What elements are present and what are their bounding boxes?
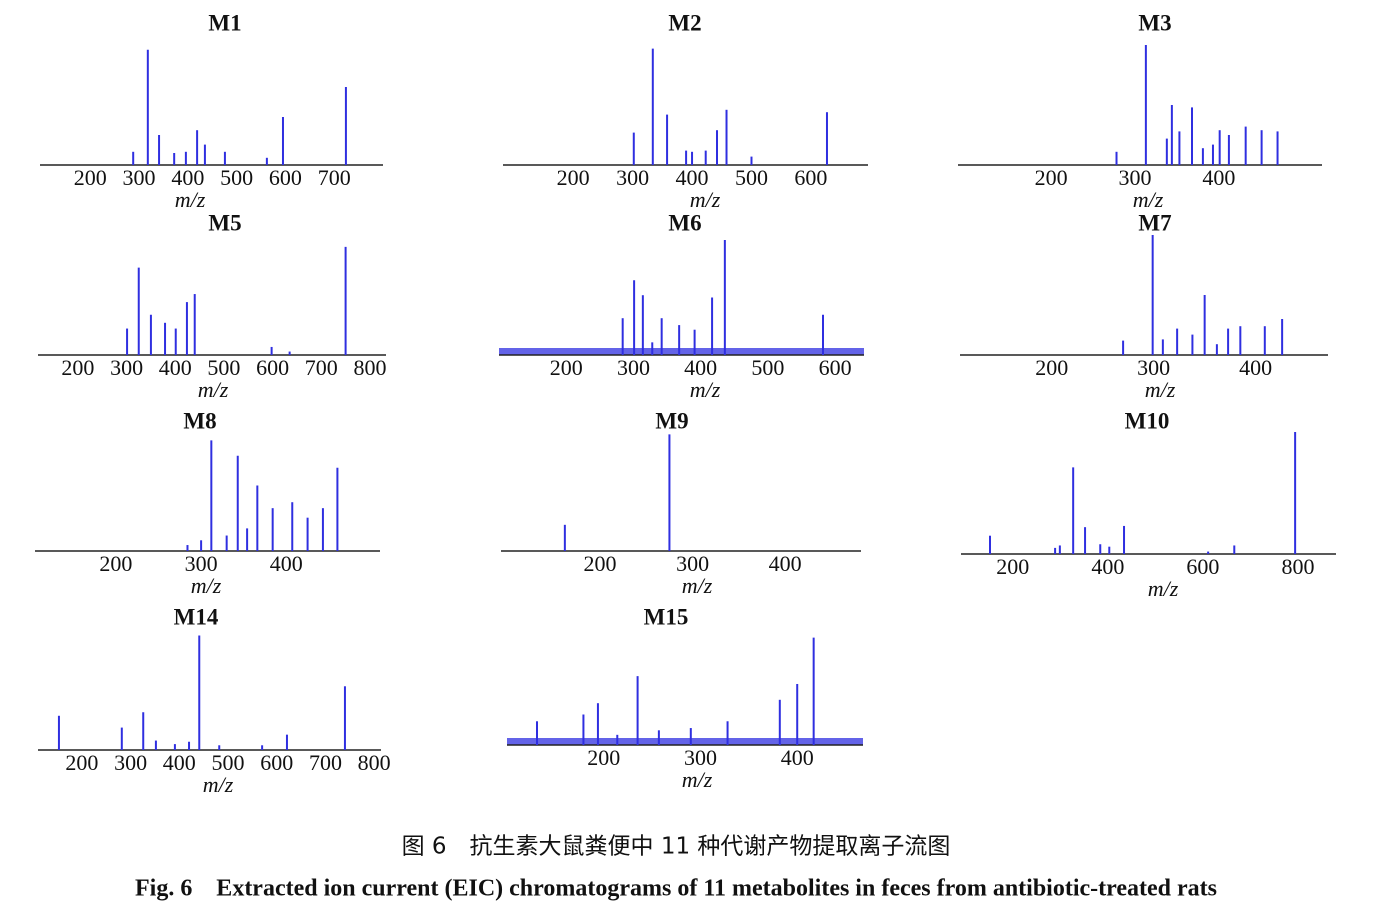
- x-tick-label: 400: [171, 165, 204, 190]
- x-tick-label: 800: [353, 355, 386, 380]
- x-tick-label: 500: [212, 750, 245, 775]
- x-tick-label: 300: [1118, 165, 1151, 190]
- x-tick-label: 300: [676, 551, 709, 576]
- x-tick-label: 200: [99, 551, 132, 576]
- x-tick-label: 400: [159, 355, 192, 380]
- x-axis-label: m/z: [198, 377, 229, 402]
- x-tick-label: 400: [781, 745, 814, 770]
- caption-zh: 图 6 抗生素大鼠粪便中 11 种代谢产物提取离子流图: [402, 834, 951, 860]
- panel-title: M15: [644, 604, 689, 629]
- x-tick-label: 400: [163, 750, 196, 775]
- x-tick-label: 200: [1035, 355, 1068, 380]
- x-tick-label: 800: [358, 750, 391, 775]
- x-tick-label: 600: [1186, 554, 1219, 579]
- x-tick-label: 200: [587, 745, 620, 770]
- x-tick-label: 300: [684, 745, 717, 770]
- x-tick-label: 300: [185, 551, 218, 576]
- x-tick-label: 300: [617, 355, 650, 380]
- x-tick-label: 700: [318, 165, 351, 190]
- panel-title: M1: [208, 10, 241, 35]
- x-tick-label: 200: [1035, 165, 1068, 190]
- x-axis-label: m/z: [690, 377, 721, 402]
- panel-title: M5: [208, 210, 241, 235]
- x-axis-label: m/z: [682, 573, 713, 598]
- x-tick-label: 200: [65, 750, 98, 775]
- panel-title: M8: [183, 408, 216, 433]
- x-axis-label: m/z: [203, 772, 234, 797]
- panel-title: M9: [655, 408, 688, 433]
- panel-title: M7: [1138, 210, 1171, 235]
- x-tick-label: 300: [123, 165, 156, 190]
- x-tick-label: 300: [114, 750, 147, 775]
- x-tick-label: 300: [110, 355, 143, 380]
- x-tick-label: 200: [557, 165, 590, 190]
- x-tick-label: 200: [61, 355, 94, 380]
- x-tick-label: 400: [1202, 165, 1235, 190]
- x-tick-label: 200: [996, 554, 1029, 579]
- x-tick-label: 500: [751, 355, 784, 380]
- panel-title: M2: [668, 10, 701, 35]
- x-tick-label: 600: [260, 750, 293, 775]
- x-tick-label: 200: [584, 551, 617, 576]
- caption-en: Fig. 6 Extracted ion current (EIC) chrom…: [135, 876, 1217, 902]
- x-tick-label: 700: [305, 355, 338, 380]
- x-tick-label: 600: [269, 165, 302, 190]
- x-axis-label: m/z: [1133, 187, 1164, 212]
- panel-title: M6: [668, 210, 701, 235]
- x-tick-label: 200: [550, 355, 583, 380]
- x-axis-label: m/z: [690, 187, 721, 212]
- x-tick-label: 500: [207, 355, 240, 380]
- x-tick-label: 200: [74, 165, 107, 190]
- x-tick-label: 400: [684, 355, 717, 380]
- x-tick-label: 400: [676, 165, 709, 190]
- x-tick-label: 600: [256, 355, 289, 380]
- x-tick-label: 400: [1239, 355, 1272, 380]
- x-tick-label: 400: [270, 551, 303, 576]
- x-tick-label: 600: [819, 355, 852, 380]
- x-axis-label: m/z: [1148, 576, 1179, 601]
- x-axis-label: m/z: [175, 187, 206, 212]
- x-tick-label: 400: [1091, 554, 1124, 579]
- x-axis-label: m/z: [682, 767, 713, 792]
- panel-title: M10: [1125, 408, 1170, 433]
- panel-title: M3: [1138, 10, 1171, 35]
- x-tick-label: 700: [309, 750, 342, 775]
- noise-band: [507, 738, 863, 745]
- x-tick-label: 300: [1137, 355, 1170, 380]
- x-axis-label: m/z: [1145, 377, 1176, 402]
- noise-band: [499, 348, 864, 355]
- x-tick-label: 300: [616, 165, 649, 190]
- x-tick-label: 800: [1281, 554, 1314, 579]
- panel-title: M14: [174, 604, 219, 629]
- x-axis-label: m/z: [191, 573, 222, 598]
- x-tick-label: 400: [769, 551, 802, 576]
- x-tick-label: 500: [220, 165, 253, 190]
- x-tick-label: 600: [794, 165, 827, 190]
- x-tick-label: 500: [735, 165, 768, 190]
